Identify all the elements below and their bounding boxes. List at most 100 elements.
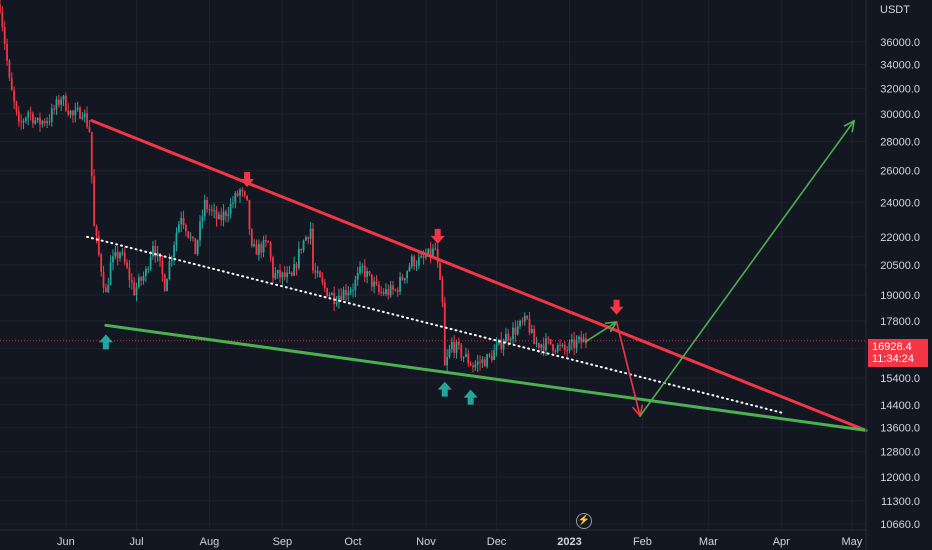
candle-body xyxy=(575,339,578,348)
candle-body xyxy=(269,242,272,258)
candle-body xyxy=(15,101,18,112)
candle-body xyxy=(76,107,79,110)
candle-body xyxy=(88,127,91,132)
candle-body xyxy=(342,289,345,301)
candle-body xyxy=(330,293,333,295)
last-price-value: 16928.4 xyxy=(872,341,912,353)
candle-body xyxy=(535,343,538,345)
candle-body xyxy=(227,214,230,216)
candle-body xyxy=(389,285,392,296)
candle-body xyxy=(163,274,166,292)
candle-body xyxy=(528,318,531,333)
candle-body xyxy=(121,252,124,254)
candle-body xyxy=(194,238,197,255)
time-tick-label: 2023 xyxy=(557,536,581,548)
candle-body xyxy=(64,95,67,111)
candle-body xyxy=(67,110,70,115)
candle-body xyxy=(246,195,248,200)
candle-body xyxy=(0,4,1,12)
time-axis[interactable]: Jun Jul Aug Sep Oct Nov Dec 2023 Feb Mar Apr May xyxy=(57,536,863,548)
candle-body xyxy=(13,90,16,102)
candle-body xyxy=(17,111,20,122)
candle-body xyxy=(283,272,286,278)
candle-body xyxy=(137,277,140,288)
candle-body xyxy=(361,265,364,267)
candle-body xyxy=(50,108,53,122)
candle-body xyxy=(161,260,164,275)
candle-body xyxy=(530,329,533,333)
candle-body xyxy=(135,287,138,296)
candle-body xyxy=(154,246,157,257)
candle-body xyxy=(488,354,491,356)
candle-body xyxy=(309,228,312,239)
candle-body xyxy=(533,329,536,345)
candle-body xyxy=(422,255,425,258)
currency-label: USDT xyxy=(880,4,910,16)
candle-body xyxy=(147,268,150,270)
price-tick-label: 26000.0 xyxy=(880,166,920,178)
candle-body xyxy=(243,191,246,196)
projection-up-segment xyxy=(585,321,618,343)
price-tick-label: 11300.0 xyxy=(881,496,920,508)
candle-body xyxy=(72,110,74,116)
candle-body xyxy=(425,256,427,258)
candle-body xyxy=(196,240,199,255)
candle-body xyxy=(74,109,77,116)
candle-body xyxy=(217,214,220,219)
candle-body xyxy=(483,359,486,367)
candle-body xyxy=(156,253,159,257)
candle-body xyxy=(363,265,366,277)
candle-body xyxy=(321,277,324,282)
candle-body xyxy=(377,284,380,293)
candle-body xyxy=(79,107,81,119)
candle-body xyxy=(257,244,260,255)
candle-body xyxy=(192,236,194,239)
candle-body xyxy=(128,267,131,280)
candle-body xyxy=(57,99,60,105)
chart-grid xyxy=(0,0,866,530)
candle-body xyxy=(556,345,559,352)
candle-body xyxy=(373,281,376,287)
projection-down-segment xyxy=(615,321,641,417)
candle-body xyxy=(366,271,369,277)
candle-body xyxy=(62,95,65,100)
candle-body xyxy=(220,214,223,221)
candle-body xyxy=(253,244,256,247)
candle-body xyxy=(446,356,449,366)
candle-body xyxy=(255,244,258,255)
candle-body xyxy=(436,249,439,264)
price-tick-label: 24000.0 xyxy=(880,197,920,209)
candle-body xyxy=(112,256,114,263)
lightning-bolt-icon[interactable]: ⚡ xyxy=(576,513,592,529)
candle-body xyxy=(554,350,557,352)
up-arrow-icon xyxy=(437,381,452,397)
candle-body xyxy=(305,237,307,241)
down-arrow-icon xyxy=(609,299,624,315)
candle-body xyxy=(382,292,385,294)
candle-body xyxy=(453,341,456,353)
candle-body xyxy=(540,344,543,348)
candle-body xyxy=(232,202,234,204)
price-tick-label: 13600.0 xyxy=(880,422,920,434)
candle-body xyxy=(248,199,251,230)
bar-countdown: 11:34:24 xyxy=(872,353,915,365)
candle-body xyxy=(403,278,406,280)
candle-body xyxy=(441,279,444,303)
candle-body xyxy=(450,341,453,350)
time-tick-label: Jul xyxy=(129,536,143,548)
wedge-midline xyxy=(86,235,785,415)
candle-body xyxy=(380,292,383,294)
price-tick-label: 19000.0 xyxy=(880,290,920,302)
candle-body xyxy=(399,276,401,292)
candle-body xyxy=(149,256,152,269)
wedge-resistance-line xyxy=(90,119,868,432)
candle-body xyxy=(119,252,121,259)
down-arrow-icon xyxy=(430,228,445,244)
candle-body xyxy=(104,287,107,293)
price-tick-label: 34000.0 xyxy=(880,59,920,71)
candle-body xyxy=(36,117,39,121)
candle-body xyxy=(521,320,524,322)
candle-body xyxy=(55,99,58,110)
